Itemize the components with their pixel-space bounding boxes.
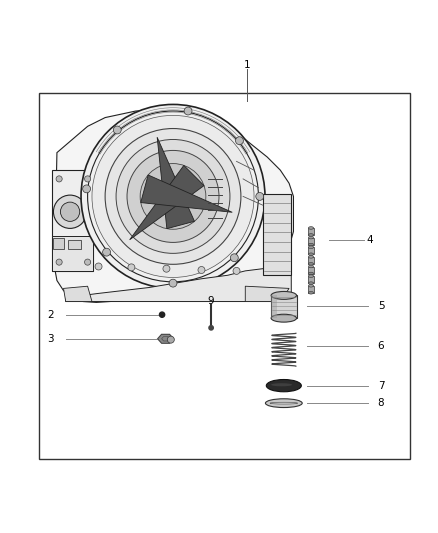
Circle shape (209, 326, 213, 330)
Bar (308, 257, 314, 264)
Bar (308, 286, 314, 293)
Circle shape (167, 336, 174, 343)
Circle shape (230, 254, 238, 262)
Bar (39, 93, 410, 459)
Ellipse shape (271, 383, 292, 386)
Circle shape (53, 195, 87, 229)
Polygon shape (130, 165, 204, 240)
Ellipse shape (308, 255, 314, 258)
Circle shape (85, 259, 91, 265)
Text: 4: 4 (367, 235, 374, 245)
Circle shape (159, 182, 187, 211)
Polygon shape (55, 110, 293, 302)
Polygon shape (64, 286, 92, 302)
Text: 6: 6 (378, 341, 385, 351)
Circle shape (233, 268, 240, 274)
Ellipse shape (265, 399, 302, 408)
Bar (53, 238, 64, 249)
Ellipse shape (308, 263, 314, 265)
Circle shape (163, 265, 170, 272)
Circle shape (60, 202, 80, 221)
Text: 2: 2 (47, 310, 54, 320)
Bar (52, 236, 93, 271)
Ellipse shape (308, 265, 314, 268)
Circle shape (256, 192, 264, 200)
Ellipse shape (308, 236, 314, 239)
Circle shape (127, 150, 219, 243)
Ellipse shape (308, 253, 314, 255)
Bar (271, 295, 278, 318)
Circle shape (81, 104, 265, 288)
Text: 9: 9 (208, 296, 215, 305)
Circle shape (128, 264, 135, 271)
Ellipse shape (308, 233, 314, 236)
Polygon shape (245, 286, 289, 302)
Circle shape (56, 259, 62, 265)
Bar (308, 276, 314, 283)
Bar (308, 266, 314, 273)
Bar (68, 240, 81, 249)
Ellipse shape (308, 282, 314, 285)
Circle shape (159, 312, 165, 317)
Circle shape (140, 164, 206, 229)
Circle shape (236, 137, 244, 144)
Text: 5: 5 (378, 301, 385, 311)
Circle shape (184, 107, 192, 115)
Ellipse shape (308, 285, 314, 287)
Bar (271, 295, 297, 318)
Ellipse shape (308, 243, 314, 246)
Ellipse shape (308, 246, 314, 248)
Ellipse shape (308, 272, 314, 275)
Circle shape (56, 176, 62, 182)
Polygon shape (141, 175, 232, 212)
Ellipse shape (308, 292, 314, 294)
Bar (308, 228, 314, 235)
Polygon shape (66, 269, 291, 302)
Circle shape (198, 266, 205, 273)
Ellipse shape (271, 314, 297, 322)
Bar (263, 194, 291, 275)
Circle shape (169, 279, 177, 287)
Circle shape (105, 128, 241, 264)
Text: 8: 8 (378, 398, 385, 408)
Bar (308, 238, 314, 245)
Text: 1: 1 (244, 60, 251, 70)
Text: 7: 7 (378, 381, 385, 391)
Circle shape (113, 126, 121, 134)
Circle shape (92, 115, 254, 278)
Ellipse shape (271, 292, 297, 300)
Circle shape (166, 189, 180, 204)
FancyBboxPatch shape (52, 170, 93, 271)
Circle shape (95, 263, 102, 270)
Polygon shape (158, 334, 173, 343)
Circle shape (102, 248, 110, 256)
Ellipse shape (308, 227, 314, 229)
Bar (39, 93, 410, 459)
Circle shape (83, 185, 91, 193)
Ellipse shape (270, 402, 298, 404)
Circle shape (85, 176, 91, 182)
Polygon shape (157, 137, 194, 229)
Text: 3: 3 (47, 334, 54, 344)
Ellipse shape (266, 379, 301, 392)
Bar (308, 247, 314, 254)
Circle shape (116, 140, 230, 253)
Ellipse shape (308, 275, 314, 278)
